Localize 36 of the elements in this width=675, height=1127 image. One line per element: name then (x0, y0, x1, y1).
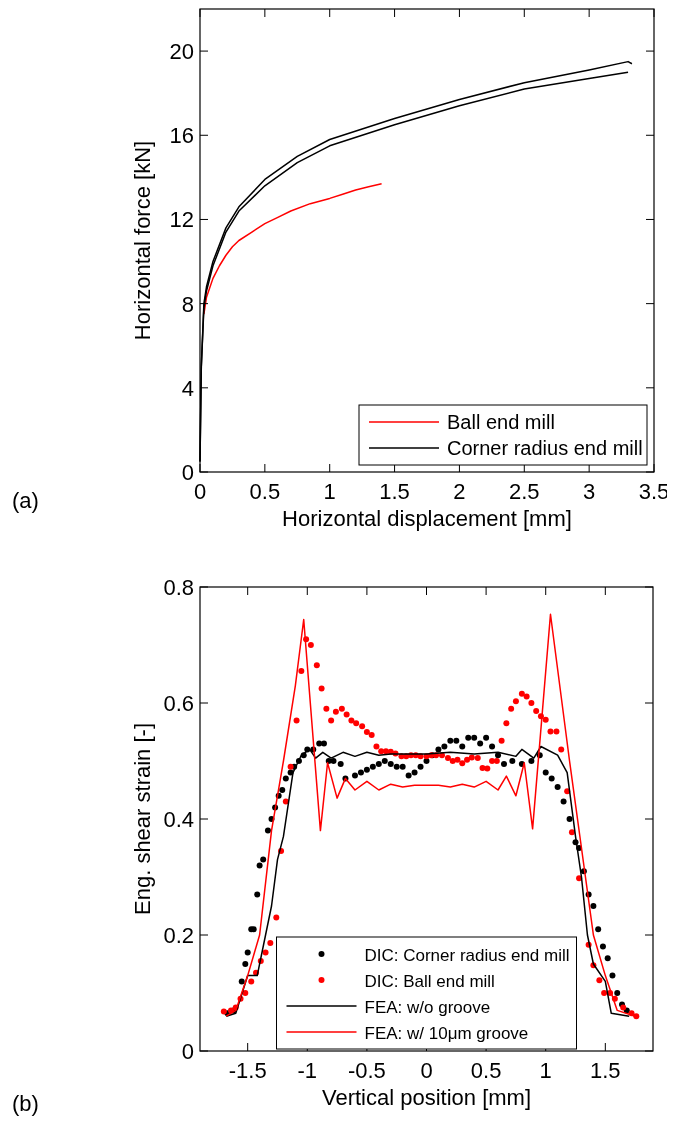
x-tick-label: -1 (297, 1058, 318, 1083)
x-tick-label: 1 (539, 1058, 552, 1083)
legend-label: Ball end mill (447, 411, 555, 433)
legend-label: FEA: w/ 10μm groove (364, 1024, 529, 1043)
y-tick-label: 0.6 (163, 691, 194, 716)
x-axis-title: Vertical position [mm] (321, 1085, 532, 1110)
x-tick-label: 3 (583, 479, 596, 504)
x-tick-label: 2 (453, 479, 466, 504)
legend-label: DIC: Corner radius end mill (364, 946, 570, 965)
y-tick-label: 12 (169, 207, 194, 233)
y-tick-label: 0.4 (163, 807, 194, 832)
legend-label: DIC: Ball end mill (364, 972, 495, 991)
y-tick-label: 0.8 (163, 575, 194, 600)
x-tick-label: 0.5 (249, 479, 281, 504)
x-axis-title: Horizontal displacement [mm] (282, 506, 572, 531)
text: (b) (12, 1091, 39, 1116)
y-tick-label: 0 (181, 460, 194, 485)
x-tick-label: 0.5 (470, 1058, 502, 1083)
y-axis-title: Horizontal force [kN] (130, 140, 155, 341)
y-tick-label: 4 (181, 375, 194, 401)
x-tick-label: 1 (323, 479, 336, 504)
y-tick-label: 0 (181, 1039, 194, 1064)
x-tick-label: -1.5 (228, 1058, 267, 1083)
y-tick-label: 8 (181, 291, 194, 317)
y-axis-title: Eng. shear strain [-] (130, 723, 155, 915)
x-tick-label: -0.5 (347, 1058, 386, 1083)
x-tick-label: 1.5 (590, 1058, 621, 1083)
text: (a) (12, 488, 39, 513)
x-tick-label: 2.5 (508, 479, 540, 504)
y-tick-label: 16 (169, 123, 194, 149)
y-tick-label: 0.2 (163, 923, 194, 948)
y-tick-label: 20 (169, 39, 194, 65)
x-tick-label: 0 (420, 1058, 433, 1083)
legend-label: FEA: w/o groove (364, 998, 491, 1017)
x-tick-label: 1.5 (379, 479, 410, 504)
legend-label: Corner radius end mill (447, 437, 643, 459)
